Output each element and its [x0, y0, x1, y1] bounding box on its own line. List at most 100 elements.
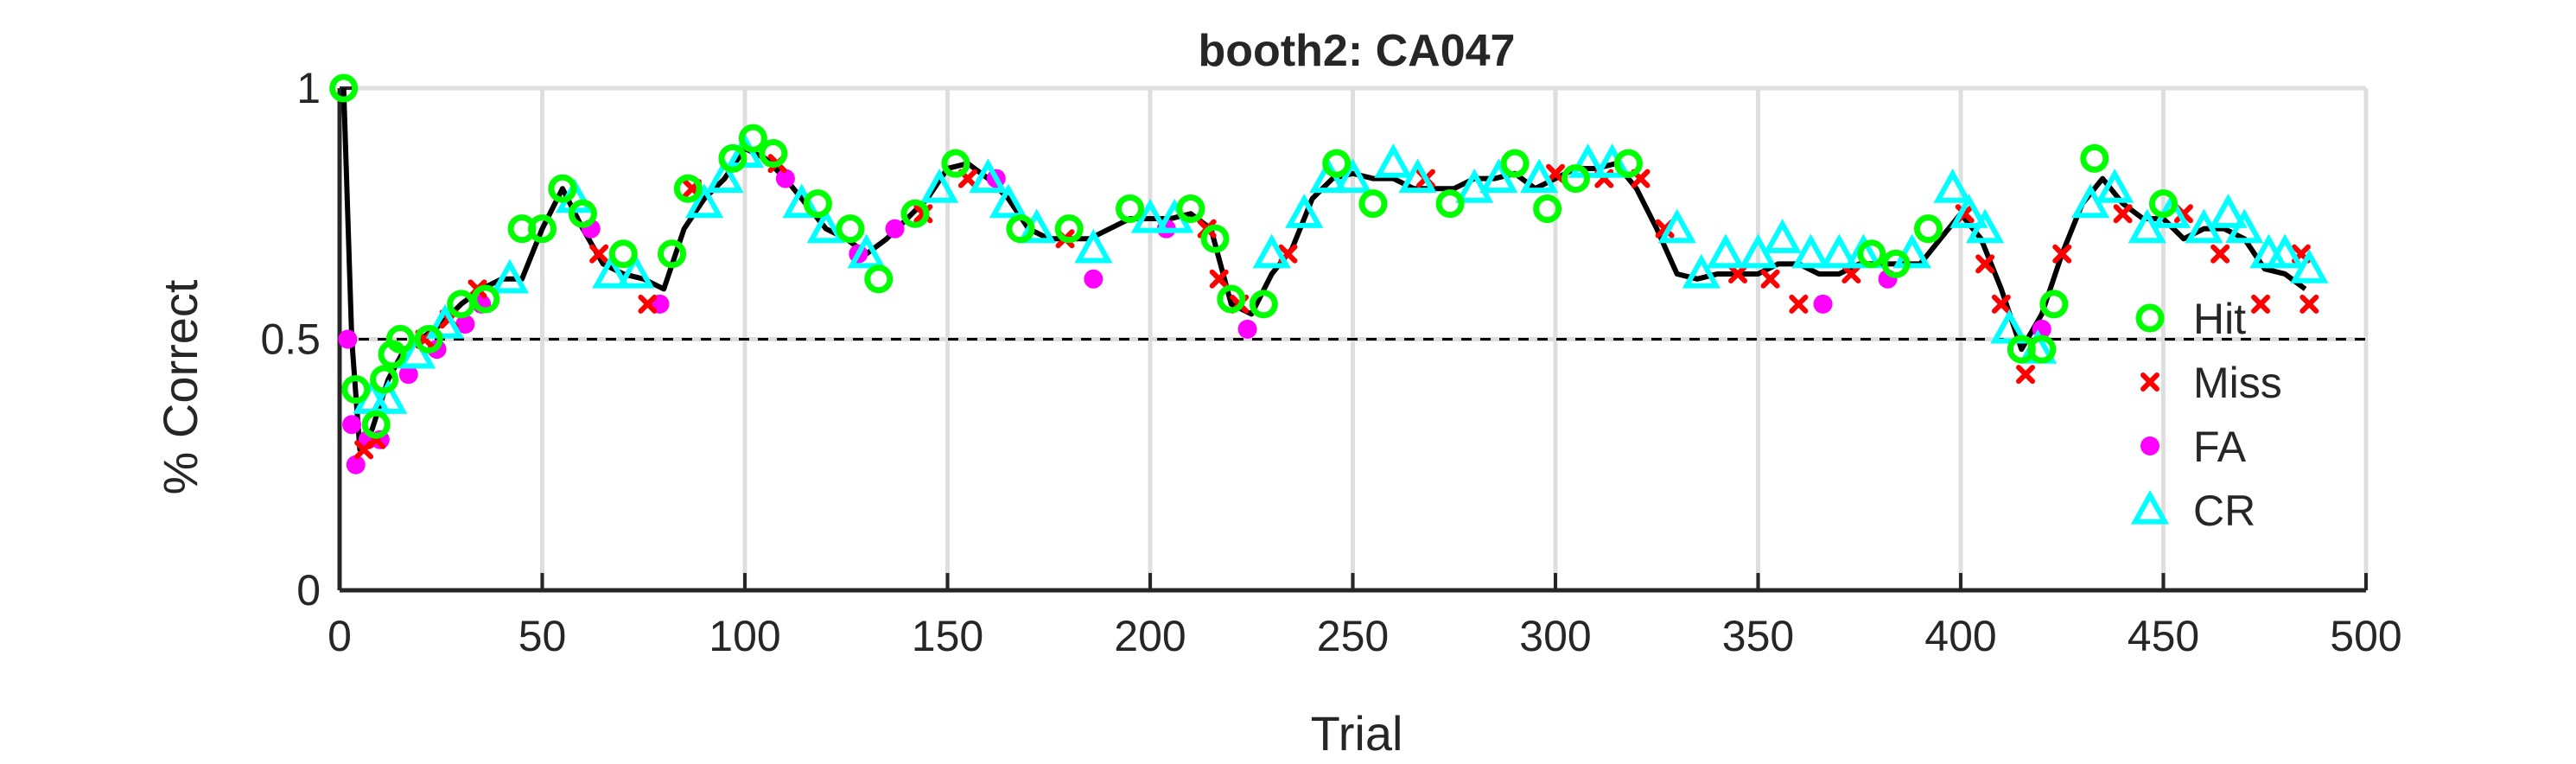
miss-marker: [2052, 244, 2072, 264]
x-tick-label: 100: [709, 612, 780, 660]
hit-marker: [1249, 290, 1278, 319]
hit-marker: [548, 174, 577, 203]
fa-marker: [398, 365, 418, 385]
cr-marker: [616, 253, 655, 289]
cr-marker: [2266, 233, 2305, 269]
x-tick-label: 0: [328, 612, 352, 660]
legend-label: Miss: [2193, 359, 2282, 407]
legend-cr-icon: [2130, 489, 2170, 525]
cr-marker: [1479, 158, 1518, 194]
hit-marker: [471, 284, 500, 314]
miss-marker: [1728, 264, 1748, 283]
x-tick-label: 300: [1519, 612, 1591, 660]
hit-marker: [1006, 214, 1035, 244]
miss-marker: [638, 294, 658, 314]
legend-entry-hit: Hit: [2135, 295, 2246, 343]
hit-marker: [1533, 194, 1562, 223]
legend-entry-cr: CR: [2130, 487, 2255, 535]
x-tick-label: 150: [912, 612, 983, 660]
hit-marker: [1322, 149, 1352, 178]
hit-marker: [2039, 290, 2069, 319]
miss-marker: [1991, 294, 2011, 314]
hit-marker: [1500, 149, 1530, 178]
cr-marker: [1706, 233, 1746, 269]
hit-marker: [1200, 224, 1230, 253]
cr-marker: [989, 183, 1027, 219]
y-axis-label: % Correct: [153, 279, 207, 494]
cr-marker: [685, 183, 724, 219]
miss-marker: [1841, 264, 1861, 283]
fa-marker: [1813, 294, 1833, 314]
miss-marker: [1209, 269, 1229, 289]
cr-marker: [1520, 158, 1559, 194]
cr-marker: [2225, 208, 2264, 244]
cr-marker: [1130, 198, 1170, 233]
hit-marker: [608, 239, 638, 269]
hit-marker: [718, 143, 747, 173]
hit-marker: [1217, 284, 1246, 314]
legend-entry-miss: Miss: [2140, 359, 2282, 407]
fa-marker: [346, 455, 366, 474]
x-tick-label: 50: [518, 612, 567, 660]
cr-marker: [1990, 309, 2029, 344]
hit-marker: [341, 375, 371, 404]
hit-marker: [528, 214, 557, 244]
hit-marker: [329, 73, 359, 103]
cr-marker: [1844, 233, 1883, 269]
cr-marker: [369, 379, 408, 414]
cr-marker: [1682, 253, 1721, 289]
hit-marker: [2149, 189, 2178, 219]
miss-marker: [2016, 365, 2036, 385]
hit-marker: [1913, 214, 1943, 244]
hit-marker: [2027, 334, 2057, 364]
y-tick-label: 0.5: [260, 315, 321, 364]
hit-marker: [658, 239, 687, 269]
cr-marker: [1949, 194, 1988, 228]
legend-label: CR: [2193, 487, 2255, 535]
cr-marker: [1285, 194, 1324, 228]
hit-marker: [1613, 149, 1643, 178]
cr-marker: [1657, 208, 1696, 244]
cr-marker: [592, 253, 631, 289]
cr-marker: [969, 158, 1008, 194]
cr-marker: [847, 233, 886, 269]
cr-marker: [1252, 233, 1291, 269]
hit-marker: [1881, 249, 1911, 278]
cr-marker: [490, 258, 530, 294]
y-tick-label: 0: [296, 566, 321, 614]
cr-marker: [705, 158, 744, 194]
legend-hit-icon: [2135, 303, 2165, 333]
hit-marker: [1358, 189, 1388, 219]
legend-miss-icon: [2140, 372, 2159, 392]
hit-marker: [864, 264, 894, 294]
y-tick-label: 1: [296, 64, 321, 112]
hit-marker: [1054, 214, 1084, 244]
miss-marker: [1760, 269, 1780, 289]
chart-title: booth2: CA047: [1199, 26, 1516, 76]
cr-marker: [1820, 233, 1859, 269]
hit-marker: [361, 410, 391, 439]
hit-marker: [370, 365, 399, 394]
miss-marker: [589, 244, 609, 264]
fa-marker: [885, 219, 905, 239]
fa-marker: [1084, 269, 1104, 289]
fa-marker: [775, 169, 795, 188]
miss-marker: [1546, 163, 1565, 183]
miss-marker: [1789, 294, 1809, 314]
fa-marker: [1237, 319, 1257, 339]
cr-marker: [1398, 158, 1437, 194]
fa-marker: [342, 415, 362, 435]
hit-marker: [738, 124, 767, 153]
x-tick-label: 350: [1722, 612, 1794, 660]
miss-marker: [2251, 294, 2271, 314]
data-markers: [329, 73, 2329, 474]
x-tick-label: 250: [1317, 612, 1389, 660]
cr-marker: [1455, 169, 1494, 203]
miss-marker: [2299, 294, 2319, 314]
cr-marker: [1933, 169, 1972, 203]
miss-marker: [2210, 244, 2230, 264]
cr-marker: [2209, 194, 2248, 228]
legend: Hit Miss FA CR: [2130, 295, 2282, 535]
x-tick-label: 450: [2128, 612, 2199, 660]
